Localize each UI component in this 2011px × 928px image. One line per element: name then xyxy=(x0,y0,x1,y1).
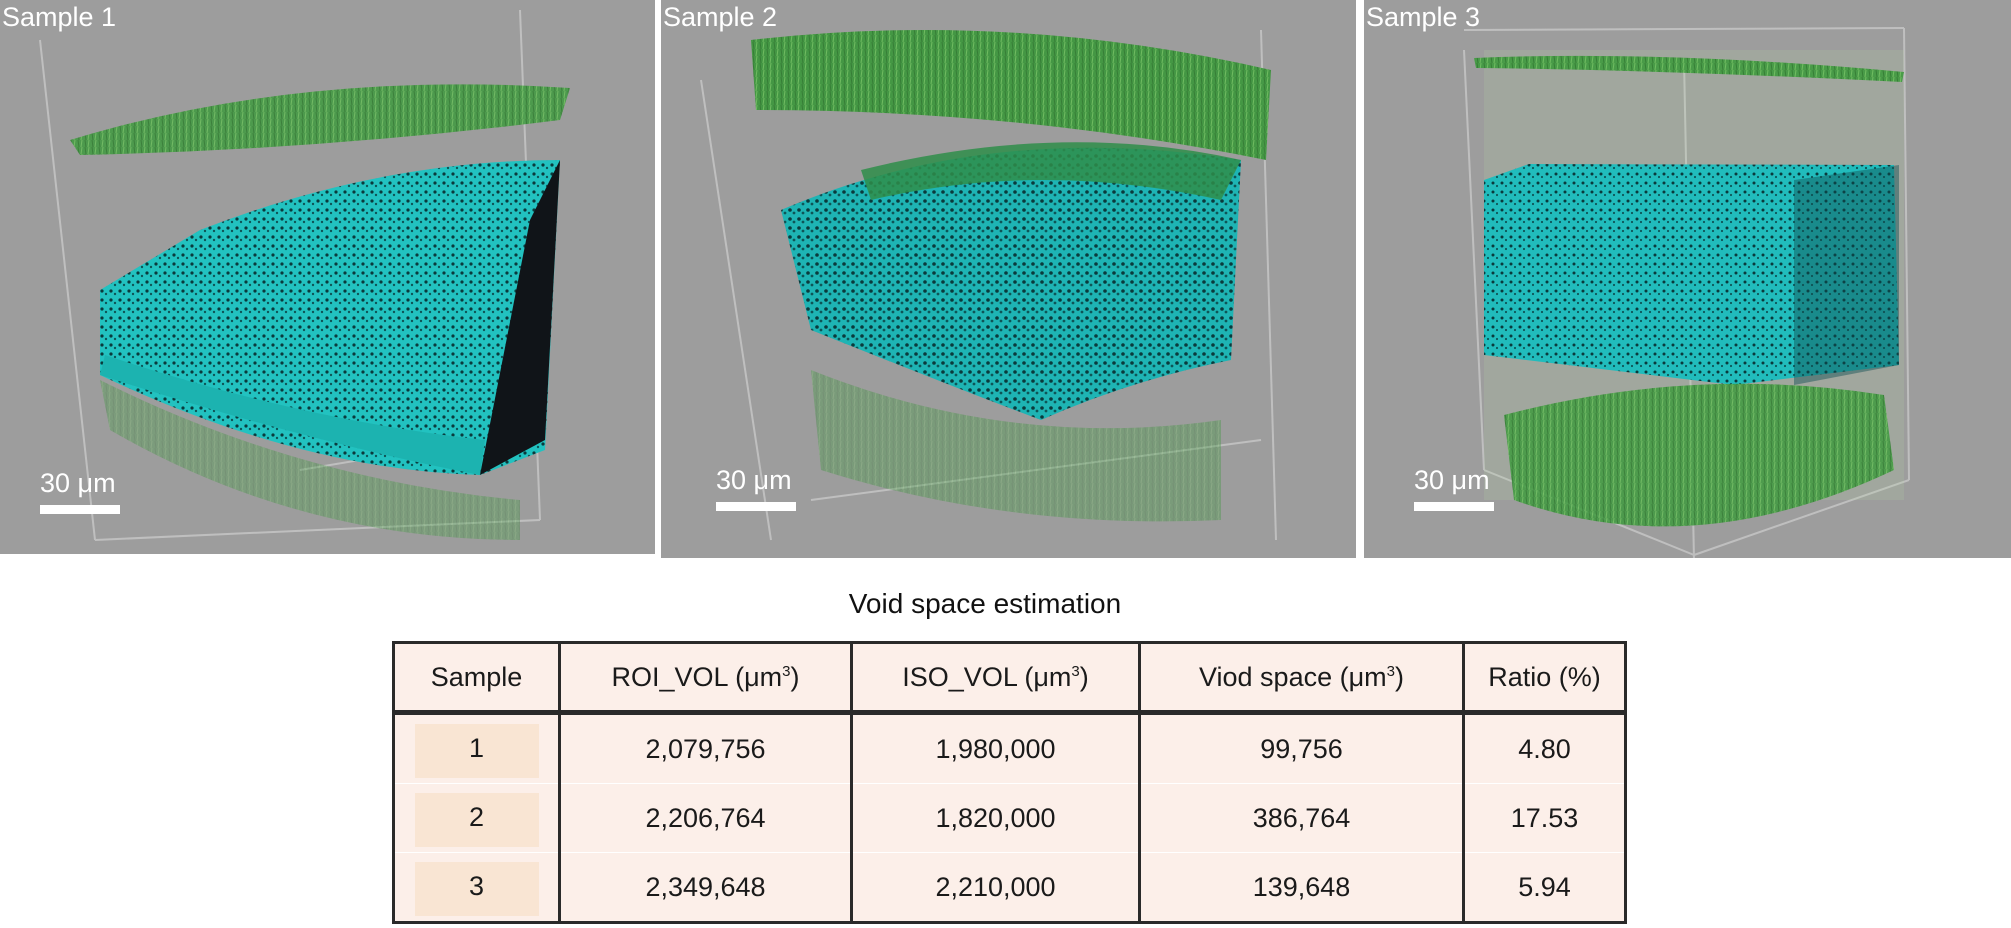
cell-void-space: 139,648 xyxy=(1138,852,1465,924)
cell-iso-vol: 2,210,000 xyxy=(850,852,1141,924)
sample-3-panel: Sample 3 30 μm xyxy=(1364,0,2011,558)
sample-2-label: Sample 2 xyxy=(663,2,778,32)
sample-1-scale-bar: 30 μm xyxy=(40,468,120,514)
cell-ratio: 17.53 xyxy=(1462,783,1627,853)
cell-ratio: 4.80 xyxy=(1462,712,1627,784)
table-title: Void space estimation xyxy=(848,588,1122,619)
sample-3-label: Sample 3 xyxy=(1366,2,1481,32)
header-void-space: Viod space (μm3) xyxy=(1138,641,1465,715)
cell-roi-vol: 2,349,648 xyxy=(558,852,853,924)
sample-2-render xyxy=(700,29,1277,541)
cell-iso-vol: 1,820,000 xyxy=(850,783,1141,853)
table-row: 1 2,079,756 1,980,000 99,756 4.80 xyxy=(392,712,1627,784)
header-sample: Sample xyxy=(392,641,561,715)
cell-void-space: 386,764 xyxy=(1138,783,1465,853)
scale-bar-line xyxy=(716,502,796,511)
sample-2-scale-bar: 30 μm xyxy=(716,465,796,511)
cell-ratio: 5.94 xyxy=(1462,852,1627,924)
cell-sample: 3 xyxy=(392,852,561,924)
scale-bar-line xyxy=(1414,502,1494,511)
sample-1-scale-label: 30 μm xyxy=(40,468,116,498)
cell-sample: 2 xyxy=(392,783,561,853)
header-ratio: Ratio (%) xyxy=(1462,641,1627,715)
cell-void-space: 99,756 xyxy=(1138,712,1465,784)
cell-roi-vol: 2,079,756 xyxy=(558,712,853,784)
sample-1-label: Sample 1 xyxy=(2,2,117,32)
sample-2-scale-label: 30 μm xyxy=(716,465,792,495)
scale-bar-line xyxy=(40,505,120,514)
cell-sample: 1 xyxy=(392,712,561,784)
cell-iso-vol: 1,980,000 xyxy=(850,712,1141,784)
sample-3-render xyxy=(1463,27,1910,558)
header-iso-vol: ISO_VOL (μm3) xyxy=(850,641,1141,715)
sample-2-panel: Sample 2 30 μm xyxy=(661,0,1356,558)
sample-1-panel: Sample 1 30 μm xyxy=(0,0,655,554)
void-space-table: Sample ROI_VOL (μm3) ISO_VOL (μm3) Viod … xyxy=(392,641,1627,924)
cell-roi-vol: 2,206,764 xyxy=(558,783,853,853)
header-roi-vol: ROI_VOL (μm3) xyxy=(558,641,853,715)
sample-3-scale-bar: 30 μm xyxy=(1414,465,1494,511)
table-row: 2 2,206,764 1,820,000 386,764 17.53 xyxy=(392,783,1627,853)
table-row: 3 2,349,648 2,210,000 139,648 5.94 xyxy=(392,852,1627,924)
table-header-row: Sample ROI_VOL (μm3) ISO_VOL (μm3) Viod … xyxy=(392,641,1627,715)
sample-1-render xyxy=(39,9,570,541)
sample-3-scale-label: 30 μm xyxy=(1414,465,1490,495)
